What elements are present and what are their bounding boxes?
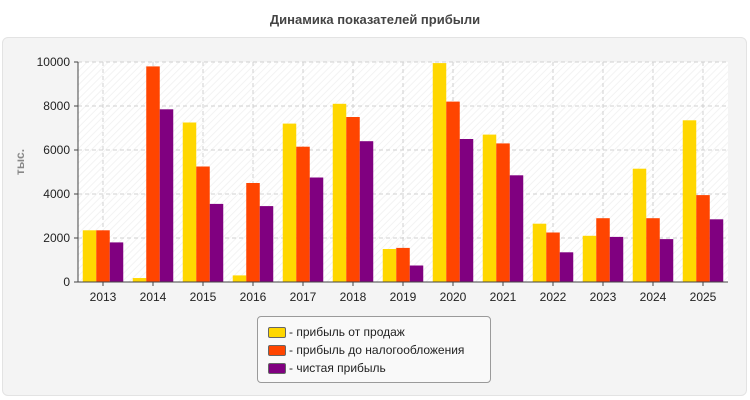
bar — [259, 206, 274, 282]
bar — [132, 278, 147, 282]
x-tick-label: 2021 — [490, 290, 517, 304]
bar — [609, 236, 624, 282]
bar — [382, 249, 397, 282]
bar — [496, 143, 510, 282]
bar — [696, 195, 710, 282]
bar — [246, 183, 260, 282]
bar — [159, 109, 174, 282]
x-tick-label: 2019 — [390, 290, 417, 304]
bar — [82, 230, 97, 282]
y-axis-label: тыс. — [13, 149, 27, 175]
y-tick-label: 6000 — [43, 143, 70, 157]
bar — [482, 134, 497, 282]
bar — [459, 139, 474, 282]
legend-swatch — [268, 326, 286, 338]
bar — [509, 175, 524, 282]
legend-item: - чистая прибыль — [268, 359, 490, 377]
x-tick-label: 2020 — [440, 290, 467, 304]
bar — [182, 122, 197, 282]
x-tick-labels: 2013 2014 2015 2016 2017 2018 2019 2020 2021 2022… — [90, 290, 717, 304]
bar — [232, 275, 247, 282]
bar — [659, 239, 674, 282]
bar — [596, 218, 610, 282]
bar — [646, 218, 660, 282]
bar — [546, 232, 560, 282]
legend-item: - прибыль от продаж — [268, 323, 490, 341]
x-tick-label: 2025 — [690, 290, 717, 304]
legend-item: - прибыль до налогообложения — [268, 341, 490, 359]
legend-label: - прибыль от продаж — [289, 325, 405, 339]
bar — [396, 247, 410, 282]
y-tick-labels: 0 2000 4000 6000 8000 10000 — [37, 55, 71, 289]
bar — [682, 120, 697, 282]
bar — [432, 63, 447, 282]
bars — [82, 63, 724, 283]
bar — [709, 219, 724, 282]
x-tick-label: 2016 — [240, 290, 267, 304]
bar — [332, 103, 347, 282]
bar — [109, 242, 124, 282]
axes — [74, 61, 728, 286]
bar — [582, 235, 597, 282]
legend-label: - чистая прибыль — [289, 361, 386, 375]
legend-label: - прибыль до налогообложения — [289, 343, 465, 357]
legend-swatch — [268, 362, 286, 374]
bar — [196, 166, 210, 282]
bar — [209, 203, 224, 282]
bar — [146, 66, 160, 283]
bar — [632, 168, 647, 282]
bar — [282, 123, 297, 282]
x-tick-label: 2013 — [90, 290, 117, 304]
bar — [409, 265, 424, 282]
y-tick-label: 10000 — [37, 55, 71, 69]
y-tick-label: 8000 — [43, 99, 70, 113]
bar — [532, 223, 547, 282]
bar — [559, 252, 574, 282]
x-tick-label: 2015 — [190, 290, 217, 304]
chart-title: Динамика показателей прибыли — [269, 12, 481, 27]
bar — [346, 117, 360, 282]
bar — [296, 146, 310, 282]
y-tick-label: 4000 — [43, 187, 70, 201]
x-tick-label: 2014 — [140, 290, 167, 304]
x-tick-label: 2022 — [540, 290, 567, 304]
x-tick-label: 2023 — [590, 290, 617, 304]
x-tick-label: 2024 — [640, 290, 667, 304]
bar — [96, 230, 110, 282]
bar — [309, 177, 324, 282]
chart-legend: - прибыль от продаж - прибыль до налогооб… — [257, 316, 491, 383]
x-tick-label: 2018 — [340, 290, 367, 304]
y-tick-label: 2000 — [43, 231, 70, 245]
bar — [446, 101, 460, 282]
bar — [359, 141, 374, 282]
legend-swatch — [268, 344, 286, 356]
y-tick-label: 0 — [63, 275, 70, 289]
x-tick-label: 2017 — [290, 290, 317, 304]
